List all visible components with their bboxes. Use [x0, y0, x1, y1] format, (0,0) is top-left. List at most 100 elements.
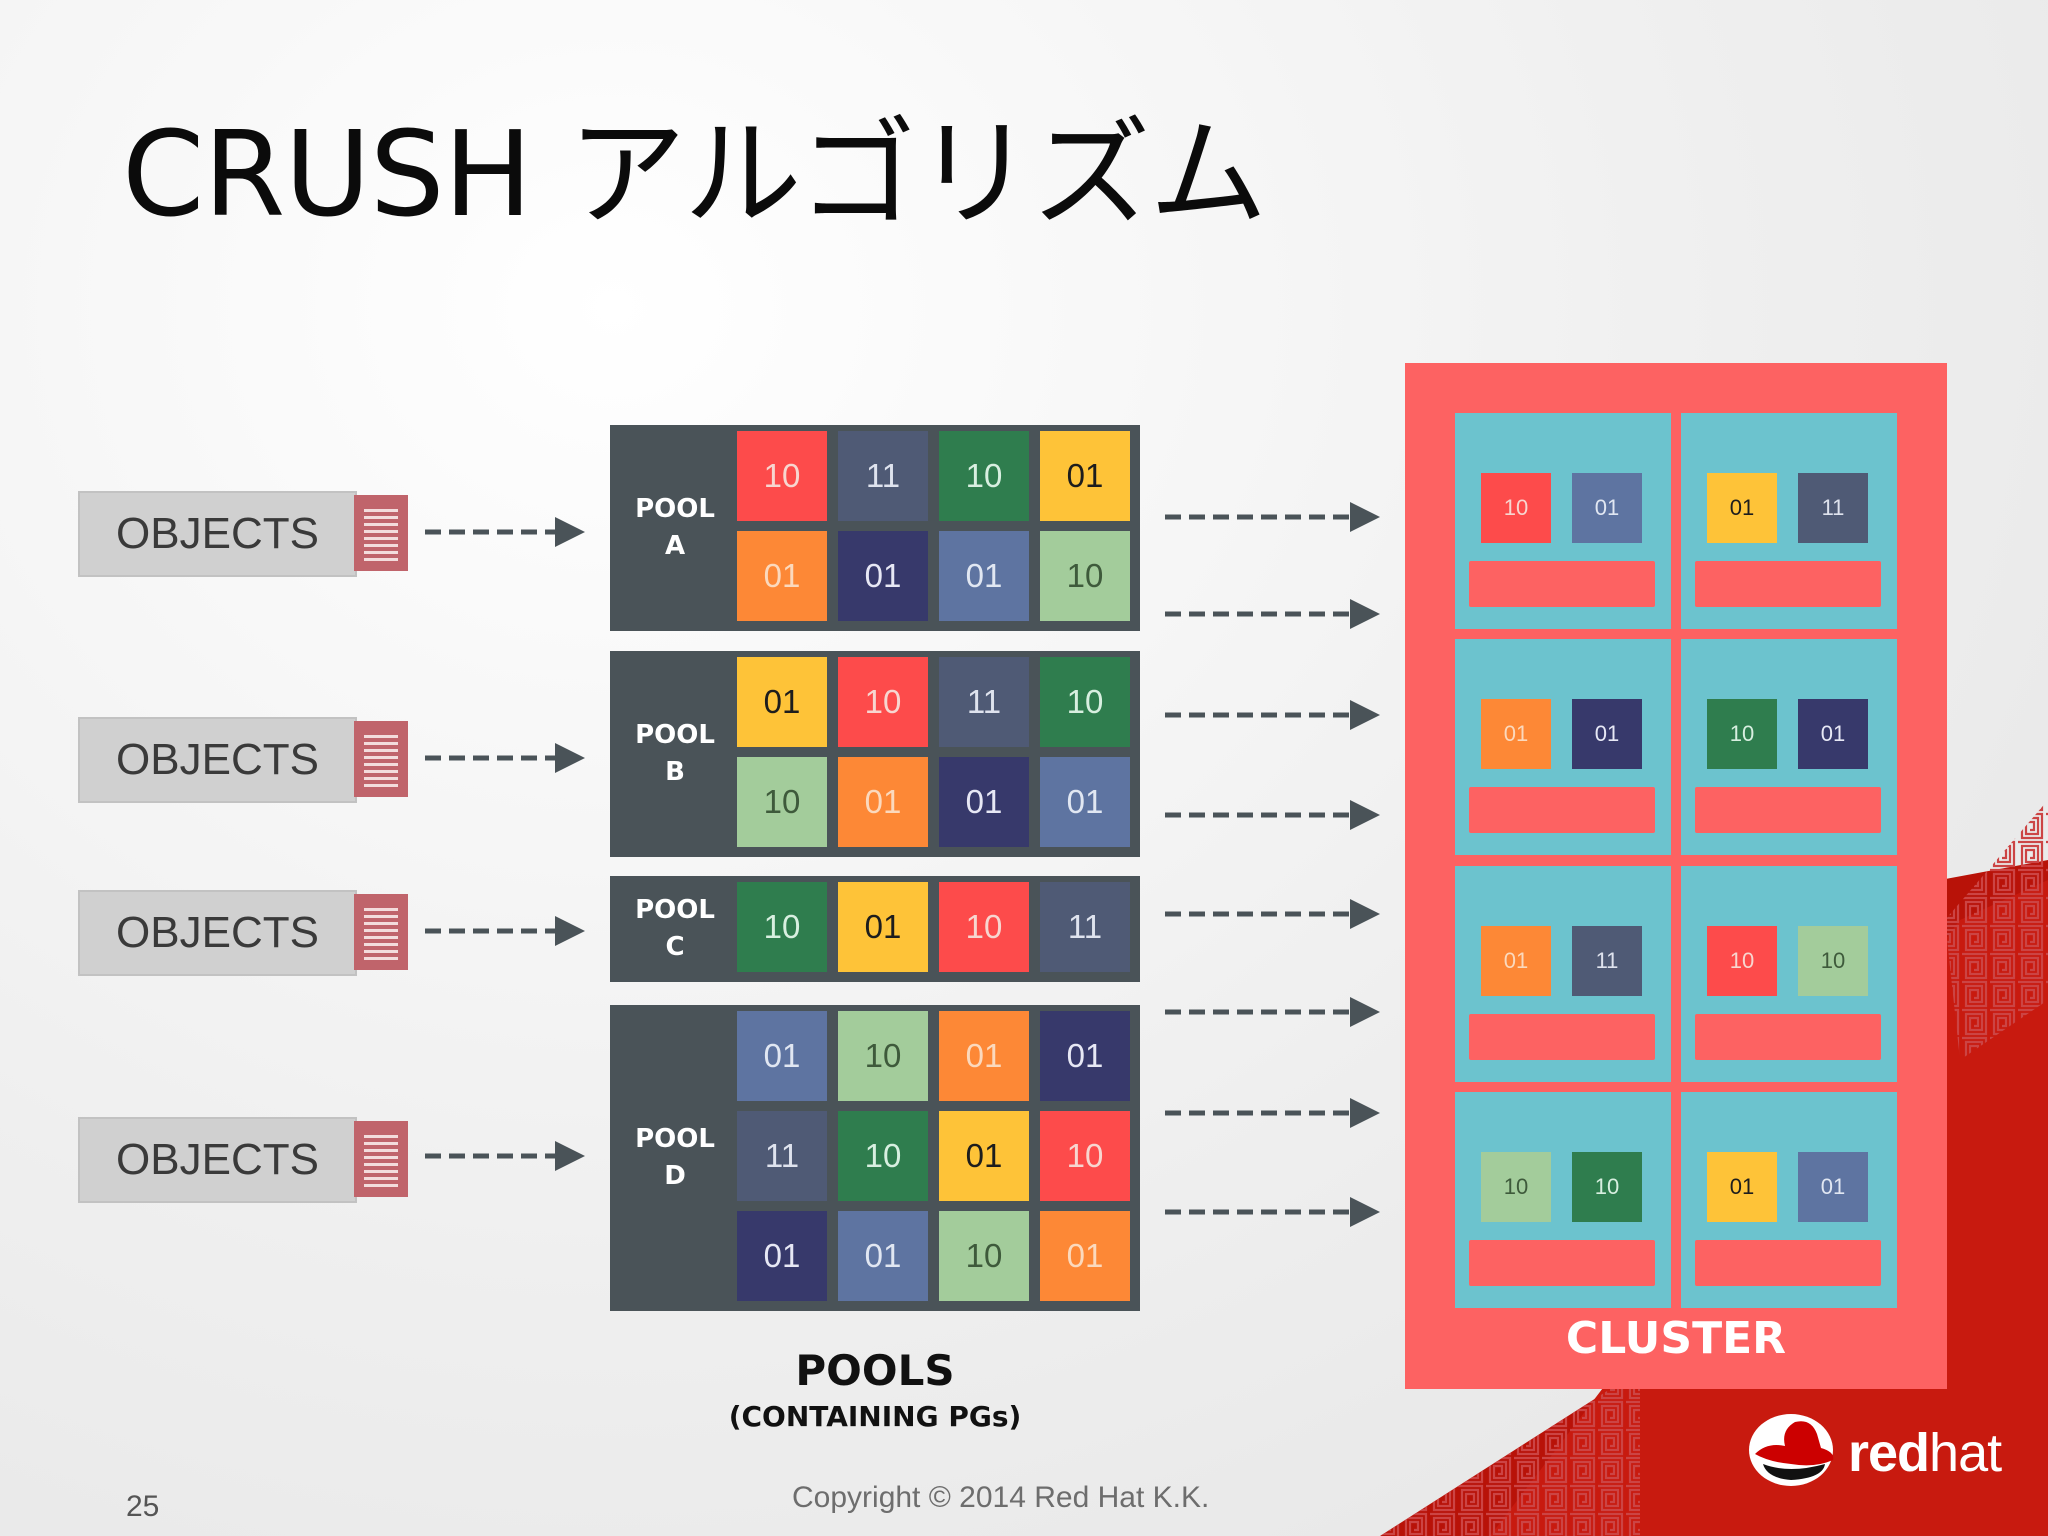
document-icon	[354, 495, 408, 571]
node-disk-bar	[1469, 787, 1655, 833]
dashed-arrow	[1165, 599, 1380, 629]
node-placement-group: 01	[1572, 473, 1642, 543]
document-icon	[354, 1121, 408, 1197]
document-line	[364, 551, 398, 554]
document-line	[364, 929, 398, 932]
dashed-arrow	[1165, 1197, 1380, 1227]
cluster-box: CLUSTER 10 01 01 11 01 01 10 01 01 11 10 10 10 10 01 01	[1405, 363, 1947, 1389]
pool-label: POOL A	[610, 491, 740, 565]
dashed-arrow	[425, 1141, 585, 1171]
pool-label-line2: D	[664, 1161, 686, 1191]
placement-group: 10	[737, 431, 827, 521]
document-line	[364, 908, 398, 911]
pool-label: POOL D	[610, 1121, 740, 1195]
wordmark-red: red	[1848, 1423, 1930, 1483]
document-line	[364, 1163, 398, 1166]
placement-group: 01	[838, 1211, 928, 1301]
document-line	[364, 763, 398, 766]
placement-group: 10	[838, 1011, 928, 1101]
document-line	[364, 749, 398, 752]
node-placement-group: 10	[1798, 926, 1868, 996]
redhat-wordmark: redhat	[1848, 1422, 2002, 1484]
document-line	[364, 1170, 398, 1173]
document-line	[364, 735, 398, 738]
pool-label-line1: POOL	[635, 895, 715, 925]
pools-label: POOLS	[795, 1346, 955, 1395]
placement-group: 10	[1040, 657, 1130, 747]
placement-group: 11	[737, 1111, 827, 1201]
placement-group: 01	[737, 1011, 827, 1101]
placement-group: 10	[939, 431, 1029, 521]
placement-group: 11	[939, 657, 1029, 747]
objects-label: OBJECTS	[78, 1117, 357, 1203]
storage-node: 01 11	[1455, 866, 1671, 1082]
node-disk-bar	[1469, 1240, 1655, 1286]
placement-group: 10	[1040, 1111, 1130, 1201]
node-disk-bar	[1695, 1014, 1881, 1060]
document-line	[364, 509, 398, 512]
placement-group: 01	[1040, 1011, 1130, 1101]
objects-item: OBJECTS	[78, 491, 408, 577]
cluster-label: CLUSTER	[1565, 1313, 1787, 1364]
placement-group: 01	[939, 531, 1029, 621]
document-line	[364, 957, 398, 960]
node-disk-bar	[1469, 561, 1655, 607]
placement-group: 01	[1040, 1211, 1130, 1301]
node-disk-bar	[1695, 787, 1881, 833]
placement-group: 10	[737, 757, 827, 847]
dashed-arrow	[1165, 800, 1380, 830]
dashed-arrow	[1165, 502, 1380, 532]
node-placement-group: 01	[1798, 1152, 1868, 1222]
objects-item: OBJECTS	[78, 1117, 408, 1203]
placement-group: 01	[939, 757, 1029, 847]
pool-label-line1: POOL	[635, 1124, 715, 1154]
document-line	[364, 950, 398, 953]
corner-meander-pattern-right	[1945, 800, 2048, 1060]
placement-group: 10	[939, 1211, 1029, 1301]
document-line	[364, 1135, 398, 1138]
placement-group: 10	[838, 657, 928, 747]
node-placement-group: 01	[1798, 699, 1868, 769]
storage-node: 01 01	[1455, 639, 1671, 855]
placement-group: 01	[838, 882, 928, 972]
objects-label: OBJECTS	[78, 717, 357, 803]
placement-group: 01	[838, 531, 928, 621]
pool-box: POOL C 10 01 10 11	[610, 876, 1140, 982]
pool-label: POOL B	[610, 717, 740, 791]
storage-node: 01 11	[1681, 413, 1897, 629]
pool-box: POOL B 01 10 11 10 10 01 01 01	[610, 651, 1140, 857]
document-line	[364, 770, 398, 773]
document-line	[364, 784, 398, 787]
node-placement-group: 01	[1481, 699, 1551, 769]
redhat-shadowman-icon	[1749, 1414, 1834, 1486]
node-placement-group: 01	[1707, 1152, 1777, 1222]
node-placement-group: 01	[1572, 699, 1642, 769]
placement-group: 01	[1040, 757, 1130, 847]
document-line	[364, 922, 398, 925]
document-line	[364, 742, 398, 745]
node-placement-group: 01	[1707, 473, 1777, 543]
placement-group: 10	[1040, 531, 1130, 621]
placement-group: 11	[1040, 882, 1130, 972]
document-line	[364, 915, 398, 918]
corner-meander-pattern-bottom	[1380, 1370, 1640, 1536]
node-placement-group: 10	[1707, 699, 1777, 769]
pool-label-line2: B	[665, 757, 685, 787]
placement-group: 11	[838, 431, 928, 521]
pool-box: POOL A 10 11 10 01 01 01 01 10	[610, 425, 1140, 631]
node-placement-group: 10	[1572, 1152, 1642, 1222]
node-placement-group: 10	[1707, 926, 1777, 996]
objects-item: OBJECTS	[78, 890, 408, 976]
objects-label: OBJECTS	[78, 890, 357, 976]
dashed-arrow	[1165, 700, 1380, 730]
storage-node: 10 01	[1681, 639, 1897, 855]
dashed-arrow	[1165, 1098, 1380, 1128]
node-disk-bar	[1469, 1014, 1655, 1060]
document-line	[364, 516, 398, 519]
placement-group: 01	[939, 1011, 1029, 1101]
objects-label: OBJECTS	[78, 491, 357, 577]
document-line	[364, 777, 398, 780]
page-number: 25	[126, 1490, 160, 1523]
placement-group: 01	[838, 757, 928, 847]
storage-node: 10 01	[1455, 413, 1671, 629]
